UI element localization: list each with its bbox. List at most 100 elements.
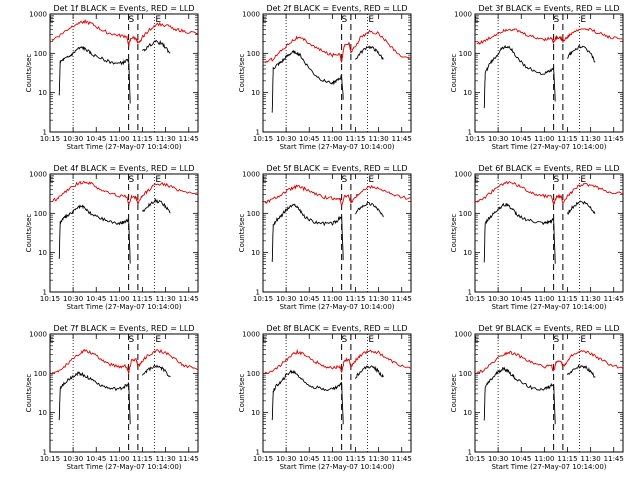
y-tick-label: 100 (247, 50, 260, 58)
y-tick-label: 100 (459, 210, 472, 218)
y-axis-label: Counts/sec (25, 374, 33, 413)
x-tick-label: 11:15 (345, 455, 365, 463)
series-black-line (271, 201, 384, 263)
x-tick-label: 10:15 (253, 135, 273, 143)
panel-8: Det 8f BLACK = Events, RED = LLD 1 10 100 10… (238, 324, 412, 471)
x-tick-label: 10:45 (299, 295, 319, 303)
y-axis-label: Counts/sec (25, 214, 33, 253)
x-axis-label: Start Time (27-May-07 10:14:00) (491, 303, 606, 311)
marker-E: E (262, 175, 268, 185)
x-tick-label: 10:15 (40, 295, 60, 303)
series-black-line (483, 200, 596, 264)
y-tick-label: 1000 (29, 11, 47, 19)
y-tick-label: 10 (251, 409, 260, 417)
panel-title: Det 6f BLACK = Events, RED = LLD (478, 164, 619, 173)
x-tick-label: 11:15 (557, 455, 577, 463)
marker-E: E (155, 175, 161, 185)
x-tick-label: 11:15 (345, 135, 365, 143)
x-tick-label: 11:00 (109, 455, 129, 463)
y-tick-label: 1000 (454, 331, 472, 339)
x-tick-label: 10:30 (63, 135, 83, 143)
x-tick-label: 11:30 (581, 135, 601, 143)
y-tick-label: 100 (34, 50, 47, 58)
x-tick-label: 10:30 (488, 455, 508, 463)
y-tick-label: 1 (468, 129, 472, 137)
x-tick-label: 10:30 (63, 455, 83, 463)
x-tick-label: 11:30 (369, 455, 389, 463)
series-black-line (271, 365, 384, 425)
series-red-line (51, 348, 199, 376)
y-tick-label: 10 (38, 249, 47, 257)
panel-7: Det 7f BLACK = Events, RED = LLD 1 10 100 10… (25, 324, 199, 471)
series-black-line (58, 364, 171, 425)
marker-E: E (368, 335, 374, 345)
y-tick-label: 10 (38, 409, 47, 417)
x-axis-label: Start Time (27-May-07 10:14:00) (66, 143, 181, 151)
x-tick-label: 11:30 (369, 295, 389, 303)
x-tick-label: 11:30 (156, 295, 176, 303)
plot-frame (49, 173, 199, 293)
y-axis-label: Counts/sec (238, 54, 246, 93)
y-tick-label: 1 (43, 129, 47, 137)
marker-E: E (474, 15, 480, 25)
plot-frame (474, 173, 624, 293)
panel-title: Det 2f BLACK = Events, RED = LLD (266, 4, 407, 13)
x-axis-label: Start Time (27-May-07 10:14:00) (279, 463, 394, 471)
marker-S: S (554, 335, 560, 345)
x-tick-label: 10:30 (63, 295, 83, 303)
x-tick-label: 11:15 (345, 295, 365, 303)
y-tick-label: 1000 (242, 11, 260, 19)
panel-1: Det 1f BLACK = Events, RED = LLD 1 10 100 10… (25, 4, 199, 151)
y-tick-label: 10 (251, 89, 260, 97)
x-tick-label: 11:00 (322, 455, 342, 463)
x-tick-label: 11:45 (392, 135, 412, 143)
y-tick-label: 1 (468, 289, 472, 297)
marker-S: S (342, 335, 348, 345)
x-tick-label: 10:45 (86, 455, 106, 463)
marker-E: E (49, 335, 55, 345)
marker-E: E (580, 175, 586, 185)
marker-E: E (262, 15, 268, 25)
marker-E: E (155, 335, 161, 345)
series-black-line (483, 44, 596, 109)
y-tick-label: 100 (459, 370, 472, 378)
x-tick-label: 11:45 (392, 455, 412, 463)
x-tick-label: 10:30 (276, 135, 296, 143)
panel-6: Det 6f BLACK = Events, RED = LLD 1 10 100 10… (450, 164, 624, 311)
x-tick-label: 11:30 (581, 295, 601, 303)
y-tick-label: 10 (463, 89, 472, 97)
x-tick-label: 11:45 (604, 135, 624, 143)
x-tick-label: 11:15 (132, 295, 152, 303)
x-tick-label: 11:00 (109, 295, 129, 303)
plot-frame (262, 333, 412, 453)
panel-4: Det 4f BLACK = Events, RED = LLD 1 10 100 10… (25, 164, 199, 311)
y-tick-label: 1 (43, 449, 47, 457)
x-tick-label: 11:15 (557, 135, 577, 143)
y-tick-label: 1000 (454, 11, 472, 19)
marker-E: E (49, 15, 55, 25)
panel-title: Det 4f BLACK = Events, RED = LLD (53, 164, 194, 173)
x-tick-label: 11:00 (534, 455, 554, 463)
x-tick-label: 11:00 (109, 135, 129, 143)
x-tick-label: 10:30 (488, 295, 508, 303)
x-tick-label: 10:45 (86, 295, 106, 303)
y-axis-label: Counts/sec (25, 54, 33, 93)
panel-2: Det 2f BLACK = Events, RED = LLD 1 10 100 10… (238, 4, 412, 151)
x-tick-label: 10:15 (465, 455, 485, 463)
marker-S: S (129, 175, 135, 185)
y-tick-label: 100 (34, 370, 47, 378)
panel-title: Det 3f BLACK = Events, RED = LLD (478, 4, 619, 13)
y-tick-label: 1 (256, 289, 260, 297)
x-tick-label: 10:15 (40, 135, 60, 143)
x-axis-label: Start Time (27-May-07 10:14:00) (66, 463, 181, 471)
marker-S: S (554, 175, 560, 185)
x-axis-label: Start Time (27-May-07 10:14:00) (279, 303, 394, 311)
x-axis-label: Start Time (27-May-07 10:14:00) (491, 463, 606, 471)
x-tick-label: 11:00 (322, 135, 342, 143)
x-tick-label: 10:30 (276, 455, 296, 463)
marker-S: S (129, 335, 135, 345)
x-tick-label: 11:30 (581, 455, 601, 463)
plot-frame (474, 13, 624, 133)
x-tick-label: 11:30 (156, 135, 176, 143)
